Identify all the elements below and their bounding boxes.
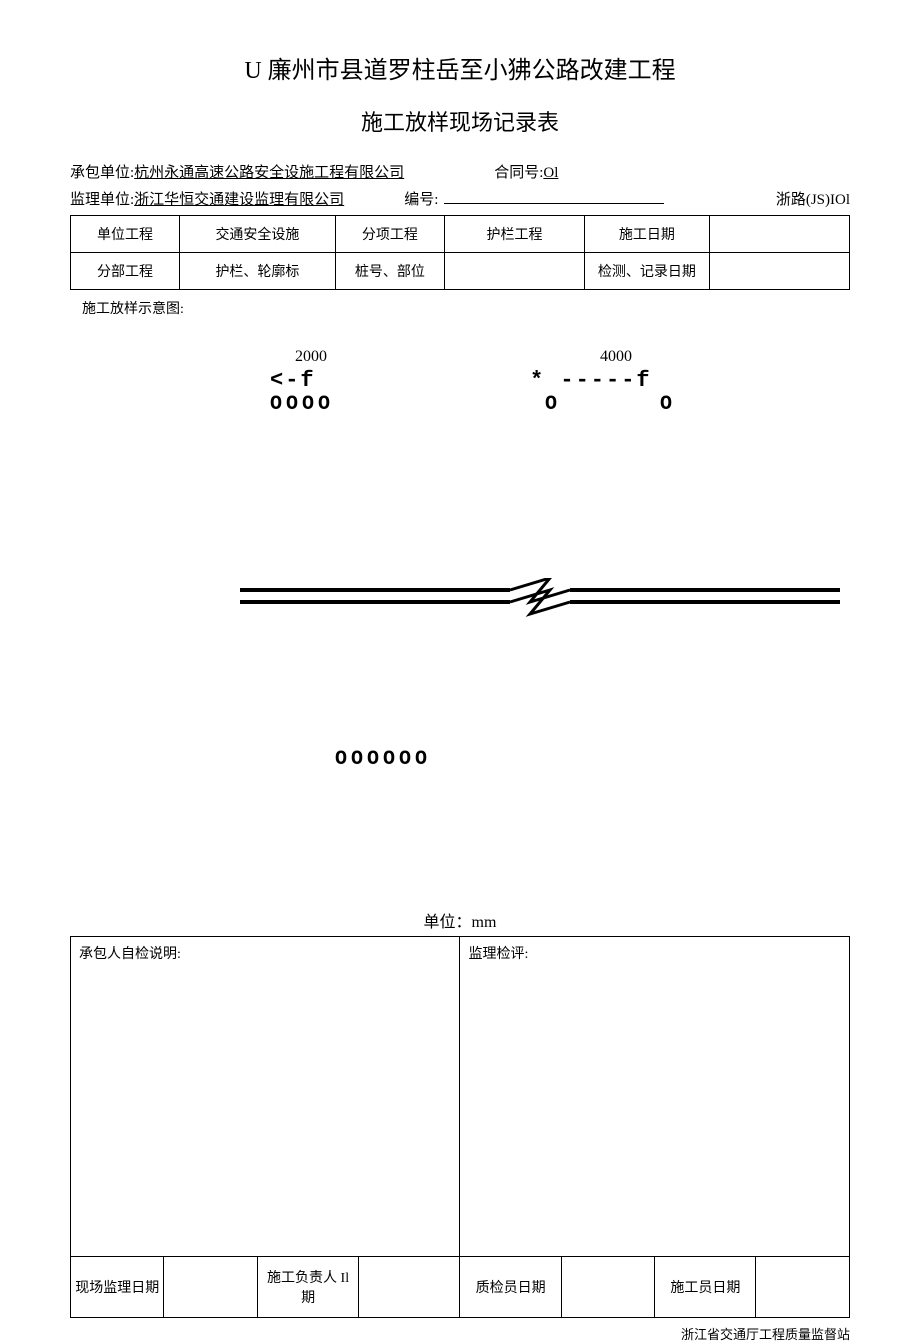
signature-table: 承包人自检说明: 监理检评: 现场监理日期 施工负责人 Il 期 质检员日期 施… [70, 936, 850, 1318]
title-main: 廉州市县道罗柱岳至小狒公路改建工程 [268, 58, 676, 84]
cell: 交通安全设施 [180, 216, 336, 253]
contractor-value: 杭州永通高速公路安全设施工程有限公司 [134, 161, 404, 182]
cell: 分部工程 [71, 253, 180, 290]
dim-left: 2000 [295, 348, 327, 366]
supervisor-value: 浙江华恒交通建设监理有限公司 [134, 188, 344, 209]
cell: 施工日期 [585, 216, 710, 253]
cell [444, 253, 584, 290]
page-title-1: U 廉州市县道罗柱岳至小狒公路改建工程 [70, 50, 850, 85]
serial-blank [444, 189, 664, 204]
cell: 单位工程 [71, 216, 180, 253]
diagram-area: 2000 4000 <-f * -----f OOOO O O OOOOOO [70, 348, 850, 898]
sig-label-2: 施工负责人 Il 期 [257, 1257, 358, 1318]
cell: 护栏工程 [444, 216, 584, 253]
table-row: 单位工程 交通安全设施 分项工程 护栏工程 施工日期 [71, 216, 850, 253]
sig-label-3: 质检员日期 [460, 1257, 561, 1318]
meta-row-contractor: 承包单位: 杭州永通高速公路安全设施工程有限公司 合同号: Ol [70, 161, 850, 182]
cell: 护栏、轮廓标 [180, 253, 336, 290]
circles-right-b: O [660, 393, 676, 416]
table-row: 现场监理日期 施工负责人 Il 期 质检员日期 施工员日期 [71, 1257, 850, 1318]
title-prefix: U [244, 58, 261, 84]
sig-blank-2 [359, 1257, 460, 1318]
cell: 分项工程 [335, 216, 444, 253]
contract-no-value: Ol [543, 165, 558, 182]
cell: 桩号、部位 [335, 253, 444, 290]
supervisor-label: 监理单位: [70, 188, 134, 209]
footer: 浙江省交通厅工程质量监督站 [70, 1324, 850, 1343]
sig-label-1: 现场监理日期 [71, 1257, 164, 1318]
big-circles: OOOOOO [335, 748, 431, 771]
sig-blank-1 [164, 1257, 257, 1318]
info-table: 单位工程 交通安全设施 分项工程 护栏工程 施工日期 分部工程 护栏、轮廓标 桩… [70, 215, 850, 290]
supervisor-check-cell: 监理检评: [460, 937, 850, 1257]
meta-row-supervisor: 监理单位: 浙江华恒交通建设监理有限公司 编号: 浙路(JS)IOl [70, 188, 850, 209]
table-row: 分部工程 护栏、轮廓标 桩号、部位 检测、记录日期 [71, 253, 850, 290]
sig-blank-3 [561, 1257, 654, 1318]
page-code: 浙路(JS)IOl [776, 188, 850, 209]
cell [709, 216, 849, 253]
cell: 检测、记录日期 [585, 253, 710, 290]
self-check-cell: 承包人自检说明: [71, 937, 460, 1257]
page-title-2: 施工放样现场记录表 [70, 105, 850, 137]
cell [709, 253, 849, 290]
dim-right: 4000 [600, 348, 632, 366]
table-row: 承包人自检说明: 监理检评: [71, 937, 850, 1257]
sig-label-4: 施工员日期 [655, 1257, 756, 1318]
contract-no-label: 合同号: [494, 161, 543, 182]
circles-left: OOOO [270, 393, 334, 416]
diagram-caption: 施工放样示意图: [82, 298, 850, 318]
circles-right-a: O [545, 393, 561, 416]
arrow-right: * -----f [530, 368, 652, 393]
contractor-label: 承包单位: [70, 161, 134, 182]
sig-blank-4 [756, 1257, 850, 1318]
unit-label: 单位：mm [70, 908, 850, 932]
arrow-left: <-f [270, 368, 316, 393]
serial-label: 编号: [404, 188, 438, 209]
road-break-icon [240, 578, 840, 618]
